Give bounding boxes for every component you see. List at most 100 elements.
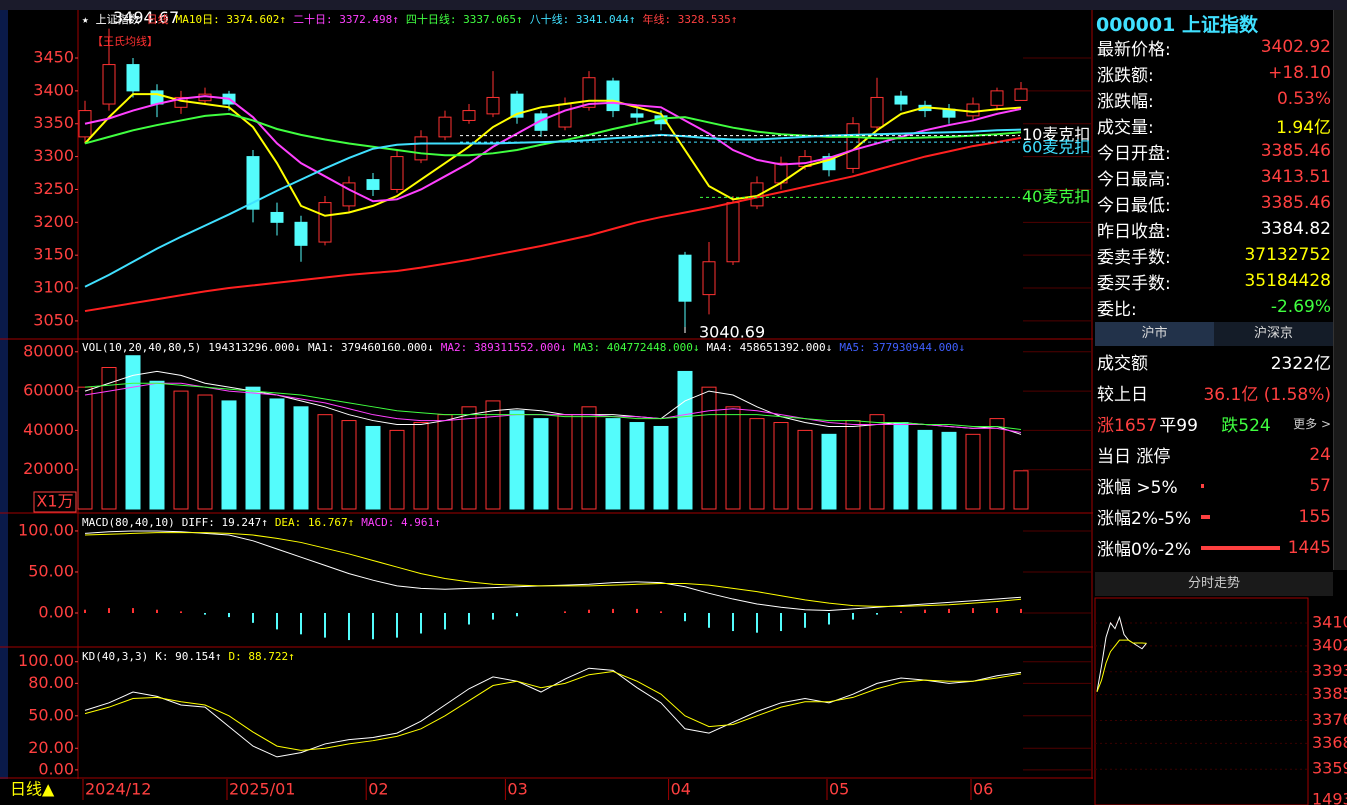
- quote-row: 涨跌幅: 0.53%: [1097, 86, 1331, 112]
- legend-item: MACD: 4.961↑: [361, 516, 441, 529]
- value: -2.69%: [1270, 297, 1331, 317]
- volume-bar: [845, 420, 861, 510]
- volume-legend: VOL(10,20,40,80,5) 194313296.000↓ MA1: 379…: [82, 341, 972, 354]
- tab[interactable]: 沪深京: [1214, 322, 1333, 346]
- candle-body: [726, 202, 740, 263]
- quote-row: 成交量: 1.94亿: [1097, 112, 1331, 138]
- label: 委卖手数:: [1097, 247, 1171, 268]
- quote-row: 今日最高: 3413.51: [1097, 164, 1331, 190]
- dea-line: [84, 532, 1022, 607]
- candle-body: [558, 103, 572, 128]
- volume-bar: [413, 422, 429, 510]
- volume-ma: [84, 370, 1022, 435]
- candle-body: [510, 93, 524, 118]
- volume-bar: [605, 418, 621, 510]
- level-label: 60麦克扣: [1022, 138, 1090, 157]
- limit-row: 当日 涨停 24: [1097, 439, 1331, 470]
- label: 涨跌幅:: [1097, 91, 1154, 112]
- quote-panel: 000001 上证指数 最新价格: 3402.92 涨跌额: +18.10 涨跌幅: 0.…: [1095, 10, 1333, 805]
- candle-body: [990, 90, 1004, 106]
- label: 成交量:: [1097, 117, 1154, 138]
- volume-bar: [293, 406, 309, 510]
- value: 0.53%: [1276, 89, 1331, 109]
- quote-row: 委比: -2.69%: [1097, 294, 1331, 320]
- y-tick-label: 0.00: [38, 759, 74, 778]
- y-tick-label: 3150: [33, 245, 74, 264]
- y-tick-label: 3450: [33, 48, 74, 67]
- legend-item: MA2: 389311552.000↓: [440, 341, 567, 354]
- volume-bar: [749, 418, 765, 510]
- legend-item: KD(40,3,3): [82, 650, 149, 663]
- volume-bar: [773, 422, 789, 510]
- y-tick-label: 60000: [23, 381, 74, 400]
- range-row: 涨幅 >5% 57: [1097, 470, 1331, 501]
- value: 57: [1309, 475, 1331, 496]
- up: 涨1657: [1097, 416, 1158, 436]
- volume-bar: [101, 367, 117, 510]
- tab[interactable]: 沪市: [1095, 322, 1214, 346]
- low-label: 3040.69: [699, 323, 765, 342]
- volume-bar: [581, 406, 597, 510]
- quote-row: 委卖手数: 37132752: [1097, 242, 1331, 268]
- more[interactable]: 更多 >: [1293, 417, 1331, 431]
- candle-body: [390, 156, 404, 190]
- value: 1.94亿: [1276, 117, 1331, 138]
- volume-bar: [221, 400, 237, 510]
- candle-body: [318, 202, 332, 243]
- value: 3385.46: [1260, 141, 1331, 161]
- x-tick-label: 2025/01: [229, 780, 295, 799]
- volume-bar: [77, 386, 93, 510]
- legend-item: 二十日: 3372.498↑: [292, 13, 399, 26]
- ma-line: [84, 128, 1022, 288]
- y-tick-label: 3400: [33, 80, 74, 99]
- macd-legend: MACD(80,40,10) DIFF: 19.247↑ DEA: 16.767↑ M…: [82, 516, 448, 529]
- candle-body: [438, 116, 452, 138]
- candle-body: [702, 261, 716, 296]
- scrollbar[interactable]: [1333, 10, 1347, 570]
- label: 今日最高:: [1097, 169, 1171, 190]
- y-tick-label: 50.00: [28, 705, 74, 724]
- chart-area: 3050 3100 3150 3200 3250 3300 3350 3400 3450 2000…: [0, 8, 1093, 800]
- intraday-title: 分时走势: [1095, 572, 1333, 596]
- quote-row: 今日最低: 3385.46: [1097, 190, 1331, 216]
- volume-bar: [629, 422, 645, 510]
- turnover-row: 成交额 2322亿: [1097, 346, 1331, 377]
- candle-body: [462, 110, 476, 121]
- kd-legend: KD(40,3,3) K: 90.154↑ D: 88.722↑: [82, 650, 302, 663]
- label: 当日 涨停: [1097, 447, 1171, 467]
- volume-bar: [917, 429, 933, 510]
- y-tick-label: 3300: [33, 146, 74, 165]
- value: +18.10: [1268, 63, 1331, 83]
- label: 涨幅 >5%: [1097, 478, 1178, 498]
- ma-line: [84, 136, 1022, 313]
- d-line: [84, 670, 1022, 751]
- volume-bar: [557, 414, 573, 510]
- unit-box: [33, 491, 77, 513]
- legend-item: MA4: 458651392.000↓: [706, 341, 833, 354]
- quote-row: 昨日收盘: 3384.82: [1097, 216, 1331, 242]
- volume-bar: [725, 406, 741, 510]
- volume-bar: [197, 394, 213, 510]
- legend-item: MA3: 404772448.000↓: [573, 341, 700, 354]
- y-tick-label: 80000: [23, 341, 74, 360]
- x-tick-label: 06: [973, 780, 993, 799]
- legend-item: 四十日线: 3337.065↑: [405, 13, 523, 26]
- legend-item: 日线: [146, 13, 169, 26]
- x-tick-label: 05: [829, 780, 849, 799]
- candle-body: [366, 179, 380, 190]
- label: 昨日收盘:: [1097, 221, 1171, 242]
- level-label: 10麦克扣: [1022, 125, 1090, 144]
- label: 成交额: [1097, 354, 1148, 374]
- quote-row: 今日开盘: 3385.46: [1097, 138, 1331, 164]
- volume-bar: [533, 418, 549, 510]
- sidebar: [0, 10, 8, 780]
- tabs: 沪市 沪深京: [1095, 322, 1333, 346]
- legend-item: 上证指数: [95, 13, 140, 26]
- label: 委买手数:: [1097, 273, 1171, 294]
- value: 155: [1298, 506, 1331, 527]
- x-tick-label: 03: [507, 780, 527, 799]
- candle-body: [102, 64, 116, 105]
- legend-item: ★: [82, 13, 89, 26]
- label: 涨幅0%-2%: [1097, 540, 1192, 560]
- candle-body: [150, 90, 164, 105]
